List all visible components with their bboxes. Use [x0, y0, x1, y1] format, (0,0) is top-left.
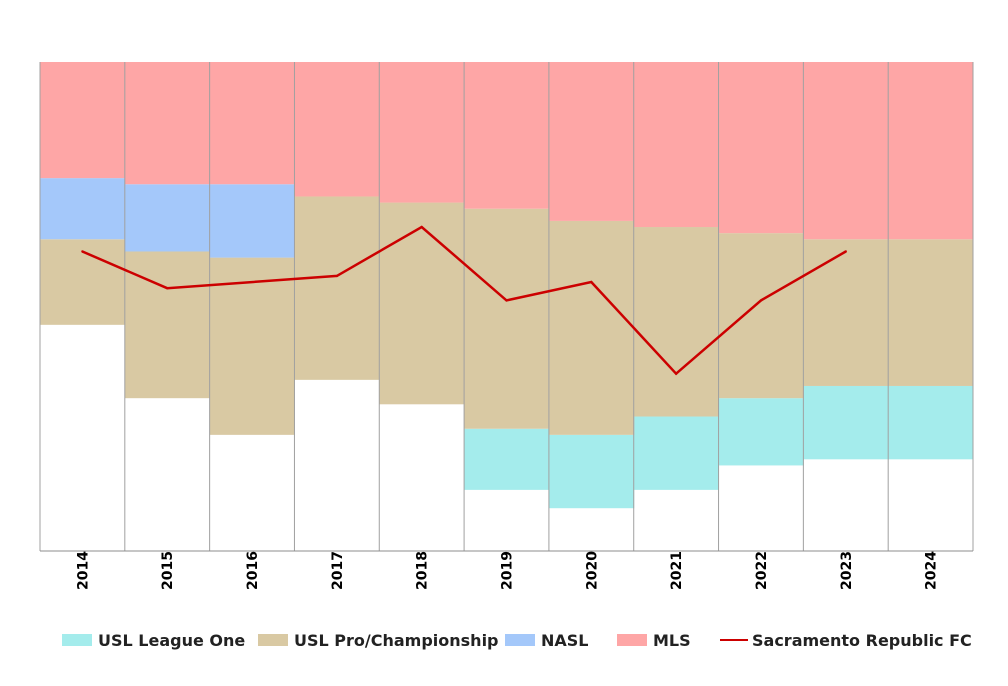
legend-item-mls: MLS	[617, 626, 691, 654]
band-mls-2017	[294, 62, 380, 197]
legend-label-usl-pro-championship: USL Pro/Championship	[294, 630, 499, 650]
legend-label-sacramento-republic-fc: Sacramento Republic FC	[752, 630, 972, 650]
legend: USL League One USL Pro/Championship NASL…	[0, 626, 1008, 654]
legend-item-usl-pro-championship: USL Pro/Championship	[258, 626, 499, 654]
band-usl-pro-championship-2014	[40, 239, 126, 325]
x-tick-label-2016: 2016	[245, 551, 261, 590]
band-usl-pro-championship-2016	[209, 257, 295, 435]
band-usl-league-one-2023	[803, 385, 889, 460]
band-nasl-2014	[40, 178, 126, 240]
band-mls-2015	[124, 62, 211, 185]
data-point-sacramento-republic-fc-2019	[505, 299, 508, 302]
band-mls-2022	[718, 62, 804, 234]
band-mls-2021	[633, 62, 720, 228]
band-usl-pro-championship-2024	[888, 239, 974, 386]
legend-swatch-mls	[617, 634, 647, 646]
band-usl-league-one-2019	[464, 428, 550, 490]
legend-swatch-usl-league-one	[62, 634, 92, 646]
legend-label-nasl: NASL	[541, 630, 589, 650]
band-nasl-2016	[209, 184, 295, 258]
x-tick-label-2023: 2023	[839, 551, 855, 590]
band-usl-pro-championship-2015	[124, 251, 211, 399]
band-mls-2019	[464, 62, 550, 209]
legend-item-usl-league-one: USL League One	[62, 626, 245, 654]
x-tick-label-2014: 2014	[75, 551, 91, 590]
legend-swatch-sacramento-republic-fc	[720, 639, 748, 641]
x-tick-label-2021: 2021	[669, 551, 685, 590]
band-mls-2016	[209, 62, 295, 185]
data-point-sacramento-republic-fc-2014	[81, 250, 84, 253]
band-usl-league-one-2022	[718, 398, 804, 466]
data-point-sacramento-republic-fc-2017	[335, 274, 339, 278]
legend-label-mls: MLS	[653, 630, 691, 650]
x-tick-label-2020: 2020	[584, 551, 600, 590]
x-tick-label-2015: 2015	[160, 551, 176, 590]
band-usl-league-one-2024	[888, 385, 974, 460]
band-usl-pro-championship-2021	[633, 227, 720, 417]
x-tick-label-2019: 2019	[500, 551, 516, 590]
legend-label-usl-league-one: USL League One	[98, 630, 246, 650]
band-usl-league-one-2021	[633, 416, 720, 490]
data-point-sacramento-republic-fc-2018	[420, 225, 423, 229]
band-usl-pro-championship-2023	[803, 239, 889, 386]
x-tick-label-2018: 2018	[415, 551, 431, 590]
legend-item-nasl: NASL	[505, 626, 589, 654]
band-mls-2018	[379, 62, 465, 203]
band-mls-2020	[548, 62, 635, 221]
x-tick-label-2024: 2024	[924, 551, 940, 590]
band-usl-pro-championship-2022	[718, 233, 804, 399]
data-point-sacramento-republic-fc-2023	[844, 250, 847, 253]
data-point-sacramento-republic-fc-2015	[166, 286, 169, 290]
data-point-sacramento-republic-fc-2020	[590, 280, 593, 284]
band-usl-league-one-2020	[548, 434, 635, 509]
data-point-sacramento-republic-fc-2021	[674, 372, 678, 375]
x-tick-label-2017: 2017	[330, 551, 346, 590]
legend-swatch-usl-pro-championship	[258, 634, 288, 646]
legend-swatch-nasl	[505, 634, 535, 646]
data-point-sacramento-republic-fc-2022	[759, 299, 763, 302]
legend-item-sacramento-republic-fc: Sacramento Republic FC	[720, 626, 972, 654]
band-mls-2023	[803, 62, 889, 240]
band-mls-2014	[40, 62, 126, 179]
band-mls-2024	[888, 62, 974, 240]
band-usl-pro-championship-2017	[294, 196, 380, 380]
band-nasl-2015	[124, 184, 211, 252]
band-usl-pro-championship-2018	[379, 202, 465, 405]
band-usl-pro-championship-2020	[548, 220, 635, 435]
band-usl-pro-championship-2019	[464, 208, 550, 429]
x-tick-label-2022: 2022	[754, 551, 770, 590]
